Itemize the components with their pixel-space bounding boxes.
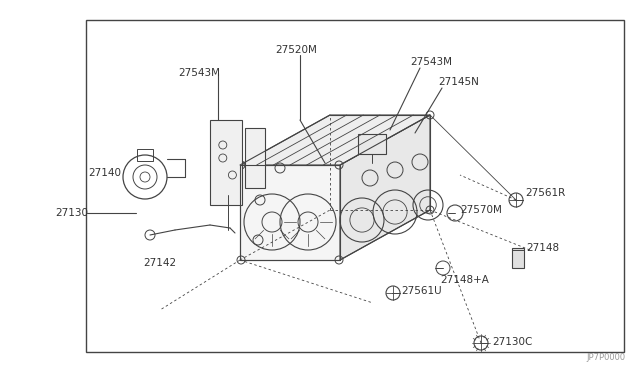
Text: 27561U: 27561U: [401, 286, 442, 296]
Polygon shape: [210, 120, 242, 205]
Polygon shape: [240, 115, 430, 165]
Bar: [512, 248, 524, 268]
Text: 27130: 27130: [55, 208, 88, 218]
Polygon shape: [340, 115, 430, 260]
Polygon shape: [245, 128, 265, 188]
Bar: [137, 149, 153, 161]
Text: 27148: 27148: [526, 243, 559, 253]
Text: 27145N: 27145N: [438, 77, 479, 87]
Text: 27543M: 27543M: [178, 68, 220, 78]
Text: 27570M: 27570M: [460, 205, 502, 215]
Polygon shape: [358, 134, 386, 154]
Text: 27140: 27140: [88, 168, 121, 178]
Text: 27130C: 27130C: [492, 337, 532, 347]
Text: 27148+A: 27148+A: [440, 275, 489, 285]
Polygon shape: [240, 165, 340, 260]
Text: 27543M: 27543M: [410, 57, 452, 67]
Text: 27142: 27142: [143, 258, 176, 268]
Text: 27520M: 27520M: [275, 45, 317, 55]
Bar: [86, 20, 624, 352]
Text: 27561R: 27561R: [525, 188, 565, 198]
Text: JP7P0000: JP7P0000: [586, 353, 625, 362]
